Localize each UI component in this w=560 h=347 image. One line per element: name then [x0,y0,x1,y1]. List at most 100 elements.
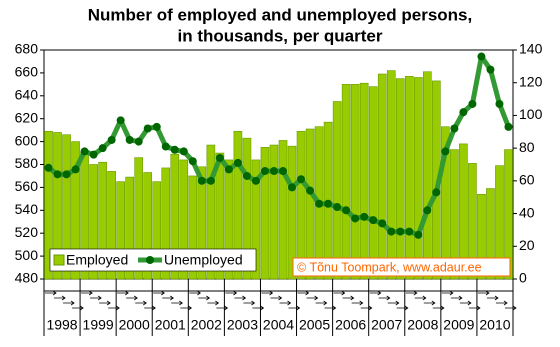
bar [495,165,504,280]
y2-tick-label: 100 [519,106,543,122]
line-marker [468,99,477,108]
bar [341,84,351,280]
y-tick-label: 640 [15,87,39,103]
bar [413,77,423,280]
quarter-marker [288,305,301,311]
quarter-marker [198,295,211,301]
line-marker [360,212,369,221]
bar [152,181,162,280]
line-marker [297,175,306,184]
quarter-marker [189,290,202,296]
bar [233,130,243,280]
line-marker [44,163,53,172]
line-marker [224,165,233,174]
y-tick-label: 600 [15,132,39,148]
x-tick-label: 1999 [83,317,114,333]
x-tick-label: 1998 [46,317,77,333]
x-tick-label: 2003 [227,317,258,333]
y-tick-label: 520 [15,224,39,240]
quarter-marker [423,300,436,306]
bar [269,144,279,280]
bar [459,143,468,280]
quarter-marker [351,300,364,306]
y-tick-label: 660 [15,64,39,80]
line-marker [170,145,179,154]
bar [305,128,315,280]
legend-label: Employed [66,252,128,268]
quarter-marker [63,300,75,306]
line-marker [197,176,206,185]
line-marker [242,171,251,180]
quarter-marker [45,290,57,296]
bar [107,171,116,280]
quarter-marker [126,295,138,301]
quarter-marker [495,300,508,306]
quarter-marker [234,295,247,301]
bar [197,166,207,280]
quarter-marker [216,305,229,311]
line-marker [98,144,107,153]
quarter-marker [342,295,355,301]
quarter-marker [72,305,84,311]
quarter-marker [261,290,274,296]
bar [134,157,144,280]
line-marker [441,147,450,156]
quarter-marker [333,290,346,296]
y-tick-label: 560 [15,178,39,194]
line-marker [116,116,125,125]
x-tick-label: 2008 [407,317,438,333]
bar [170,153,180,280]
legend-swatch [146,256,154,264]
quarter-marker [153,290,165,296]
line-marker [206,176,215,185]
quarter-marker [135,300,147,306]
bar [350,84,360,280]
bar [377,73,387,280]
bar [423,71,432,280]
line-marker [495,99,504,108]
line-marker [378,219,387,228]
line-marker [188,157,197,166]
quarter-marker [207,300,220,306]
y2-tick-label: 120 [519,73,543,89]
bar [395,78,405,280]
bar [332,101,342,280]
quarter-marker [108,305,120,311]
bar [486,188,495,280]
quarter-marker [432,305,445,311]
bar [368,86,378,280]
y-tick-label: 680 [15,41,39,57]
y-tick-label: 500 [15,247,39,263]
line-marker [432,188,441,197]
bar [179,159,189,280]
y-tick-label: 580 [15,155,39,171]
line-marker [279,167,288,176]
quarter-marker [378,295,391,301]
y2-tick-label: 80 [519,139,535,155]
line-marker [315,199,324,208]
x-tick-label: 2001 [155,317,186,333]
chart-title: Number of employed and unemployed person… [88,5,472,24]
bar [188,175,198,280]
quarter-marker [252,305,265,311]
quarter-marker [369,290,382,296]
bar [62,134,71,280]
x-tick-label: 2000 [119,317,150,333]
quarter-marker [180,305,193,311]
line-marker [80,147,89,156]
bar [125,176,134,280]
quarter-marker [441,290,454,296]
line-marker [396,227,405,236]
quarter-marker [450,295,463,301]
chart-subtitle: in thousands, per quarter [178,26,383,45]
bar [450,149,459,280]
x-tick-label: 2004 [263,317,294,333]
quarter-marker [162,295,174,301]
line-marker [251,176,260,185]
bar [386,70,396,280]
y-tick-label: 480 [15,270,39,286]
x-tick-label: 2009 [443,317,474,333]
line-marker [161,142,170,151]
y-tick-label: 540 [15,201,39,217]
line-marker [233,158,242,167]
